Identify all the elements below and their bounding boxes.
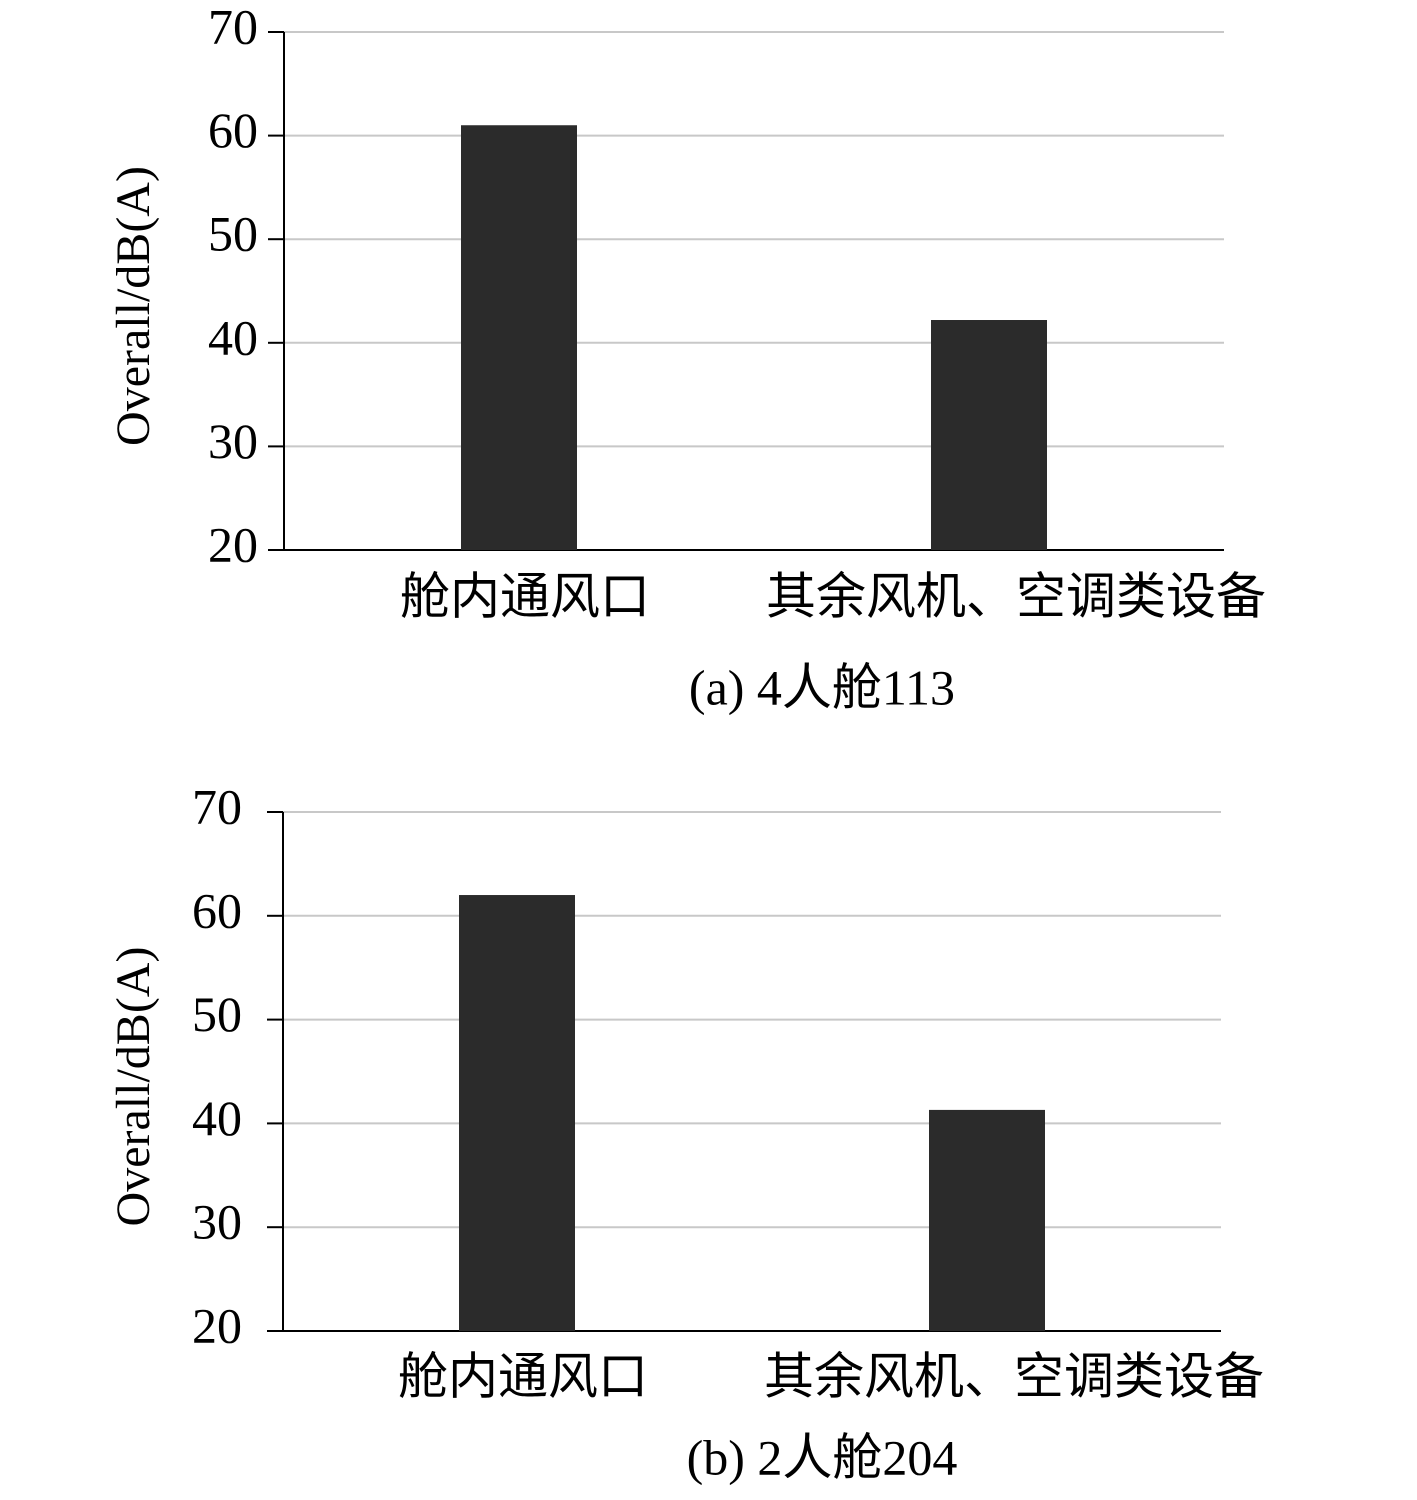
y-tick-label: 70 (192, 778, 242, 834)
y-tick-label: 60 (192, 882, 242, 938)
y-tick-label: 40 (208, 309, 258, 365)
y-tick-label: 20 (208, 516, 258, 572)
y-tick-label: 20 (192, 1297, 242, 1353)
x-tick-label: 其余风机、空调类设备 (766, 568, 1266, 624)
y-axis-label: Overall/dB(A) (107, 947, 160, 1227)
x-tick-label: 舱内通风口 (398, 1348, 648, 1404)
y-tick-label: 60 (208, 102, 258, 158)
bar (931, 320, 1047, 550)
x-tick-label: 其余风机、空调类设备 (764, 1348, 1264, 1404)
bar (461, 125, 577, 551)
y-tick-label: 50 (192, 986, 242, 1042)
y-tick-label: 30 (208, 413, 258, 469)
y-tick-label: 30 (192, 1194, 242, 1250)
y-tick-label: 70 (208, 0, 258, 54)
bar (459, 895, 575, 1331)
x-tick-label: 舱内通风口 (400, 568, 650, 624)
y-tick-label: 40 (192, 1090, 242, 1146)
y-tick-label: 50 (208, 206, 258, 262)
y-axis-label: Overall/dB(A) (107, 166, 160, 446)
caption: (a) 4人舱113 (689, 659, 955, 715)
caption: (b) 2人舱204 (687, 1429, 958, 1485)
bar (929, 1109, 1045, 1331)
